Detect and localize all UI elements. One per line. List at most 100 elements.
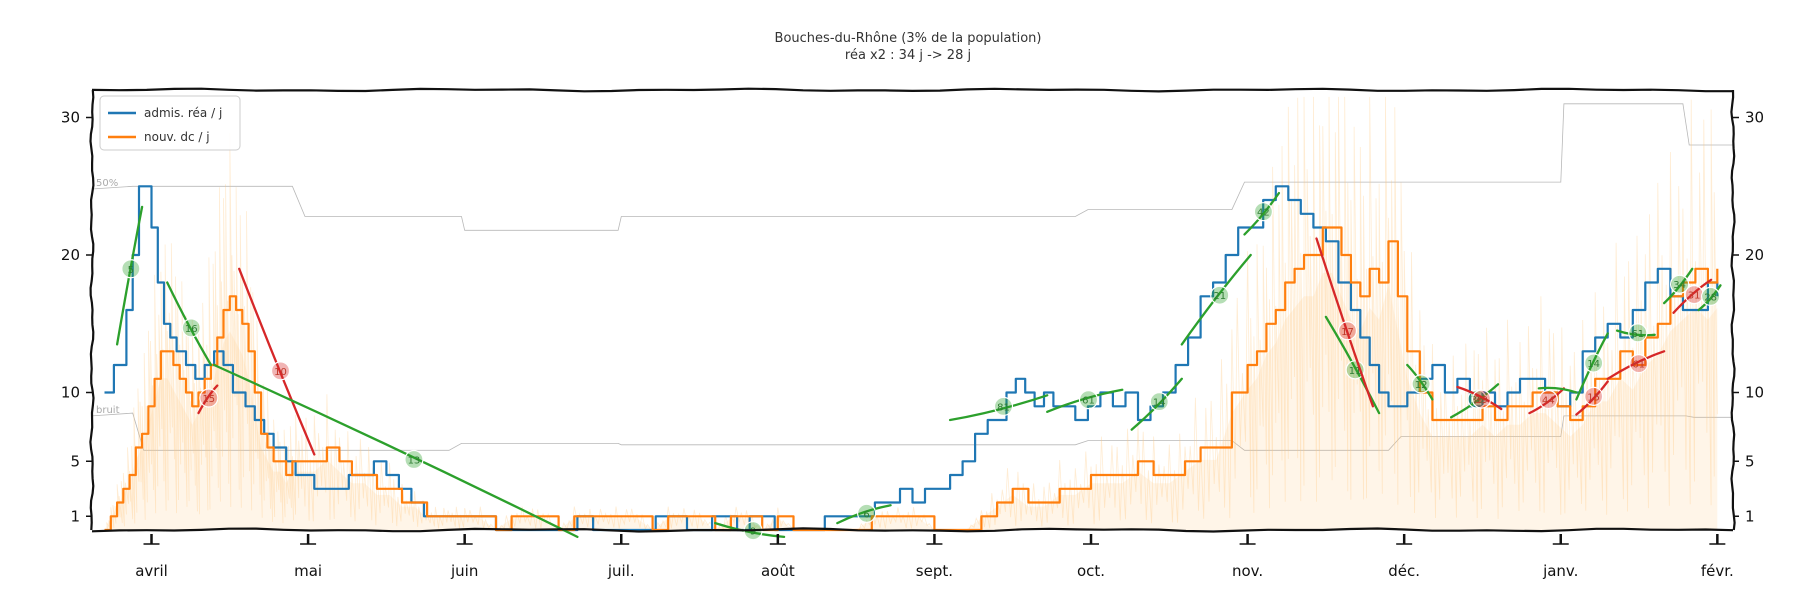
x-tick-label-0: avril	[135, 562, 168, 580]
fit-badge-label-4: 13	[408, 456, 421, 467]
fit-line-10	[1180, 253, 1252, 346]
fit-badge-24	[1684, 285, 1704, 305]
x-tick-label-3: juil.	[607, 562, 635, 580]
fit-badge-label-19: 15	[1587, 392, 1600, 403]
fit-line-2	[197, 384, 219, 415]
noise-area	[104, 272, 1718, 530]
y-tick-label-right-4: 30	[1745, 109, 1764, 127]
fit-badge-25	[1701, 286, 1721, 306]
fit-line-7	[948, 394, 1049, 422]
fit-line-13	[1315, 237, 1375, 408]
fit-badge-6	[857, 503, 877, 523]
fit-line-18	[1537, 386, 1578, 394]
fit-line-19	[1575, 380, 1609, 416]
fit-line-14	[1406, 363, 1434, 401]
fit-badge-label-14: 12	[1415, 380, 1428, 391]
fit-badge-label-2: 15	[202, 394, 215, 405]
fit-badge-10	[1210, 285, 1230, 305]
fit-badge-14	[1411, 374, 1431, 394]
fit-line-8	[1046, 388, 1124, 413]
fit-badge-7	[993, 396, 1014, 416]
fit-badge-20	[1584, 353, 1604, 373]
x-tick-label-2: juin	[450, 562, 478, 580]
fit-badge-1	[181, 318, 201, 338]
fit-badge-2	[199, 388, 219, 408]
x-tick-label-7: nov.	[1232, 562, 1263, 580]
x-tick-label-9: janv.	[1542, 562, 1578, 580]
x-tick-label-1: mai	[294, 562, 322, 580]
fit-badge-label-11: 42	[1257, 208, 1270, 219]
fit-line-17	[1528, 387, 1566, 415]
fit-badge-4	[404, 449, 424, 470]
fit-line-25	[1697, 284, 1722, 312]
chart-title: Bouches-du-Rhône (3% de la population)	[774, 31, 1042, 46]
fit-badge-21	[1628, 323, 1648, 343]
fit-badge-label-13: 17	[1341, 327, 1354, 338]
fit-line-22	[1606, 350, 1666, 380]
fit-badge-label-7: 81	[997, 402, 1010, 413]
x-tick-label-8: déc.	[1388, 562, 1420, 580]
fit-badge-17	[1538, 389, 1558, 410]
fit-line-11	[1243, 191, 1281, 236]
fit-line-9	[1130, 377, 1183, 431]
fit-line-16	[1456, 385, 1503, 411]
reference-label-1: bruit	[96, 405, 120, 416]
y-tick-label-left-0: 1	[70, 507, 80, 525]
fit-line-0	[115, 205, 144, 346]
fit-badge-16	[1471, 389, 1492, 409]
fit-line-20	[1575, 332, 1609, 401]
y-tick-label-left-4: 30	[61, 109, 80, 127]
fit-badge-22	[1629, 354, 1649, 374]
fit-badge-label-9: 14	[1153, 398, 1166, 409]
x-tick-label-4: août	[761, 562, 795, 580]
fit-line-23	[1662, 267, 1694, 305]
y-tick-label-left-3: 20	[61, 246, 80, 264]
fit-badge-label-23: 34	[1673, 280, 1686, 291]
x-tick-label-5: sept.	[916, 562, 953, 580]
fit-badge-label-20: 14	[1587, 359, 1600, 370]
fit-line-15	[1449, 383, 1500, 419]
fit-badge-label-1: 16	[185, 324, 198, 335]
fit-badge-label-12: 11	[1349, 366, 1362, 377]
y-tick-label-left-1: 5	[70, 452, 80, 470]
x-axis-bottom	[91, 527, 1734, 533]
fit-badge-label-8: 61	[1082, 396, 1095, 407]
fit-badge-label-6: 6	[863, 509, 869, 520]
fit-badge-label-17: 44	[1542, 396, 1555, 407]
fit-badge-label-25: 28	[1704, 292, 1717, 303]
fit-badge-0	[121, 259, 141, 279]
fit-badge-label-15: 30	[1471, 395, 1484, 406]
fit-line-21	[1615, 329, 1656, 337]
fit-badge-label-3: 10	[274, 367, 287, 378]
fit-badge-label-21: 61	[1631, 329, 1644, 340]
fit-line-3	[238, 267, 316, 456]
legend: admis. réa / j nouv. dc / j	[99, 95, 241, 151]
fit-badge-23	[1670, 274, 1690, 294]
legend-label-0: admis. réa / j	[144, 106, 222, 120]
fit-badge-label-5: 9	[750, 527, 756, 538]
fit-badge-3	[270, 361, 291, 381]
fit-line-6	[836, 504, 892, 525]
x-axis-top	[91, 87, 1733, 93]
fit-badge-label-22: 61	[1632, 360, 1645, 371]
fit-line-12	[1324, 315, 1381, 415]
fit-badge-label-24: 31	[1688, 291, 1701, 302]
fit-line-1	[166, 281, 213, 367]
fit-badge-label-0: 5	[128, 265, 134, 276]
fit-badge-8	[1078, 390, 1099, 410]
fit-badge-13	[1337, 321, 1358, 341]
fit-badge-19	[1584, 386, 1604, 406]
fit-badge-11	[1253, 202, 1274, 222]
chart-subtitle: réa x2 : 34 j -> 28 j	[844, 48, 972, 63]
y-axis-left	[89, 89, 95, 531]
y-tick-label-right-1: 5	[1745, 452, 1755, 470]
y-tick-label-right-0: 1	[1745, 507, 1755, 525]
reference-line-0	[91, 103, 1733, 231]
y-tick-label-left-2: 10	[61, 384, 80, 402]
reference-label-0: 50%	[96, 178, 118, 189]
x-tick-label-6: oct.	[1077, 562, 1105, 580]
